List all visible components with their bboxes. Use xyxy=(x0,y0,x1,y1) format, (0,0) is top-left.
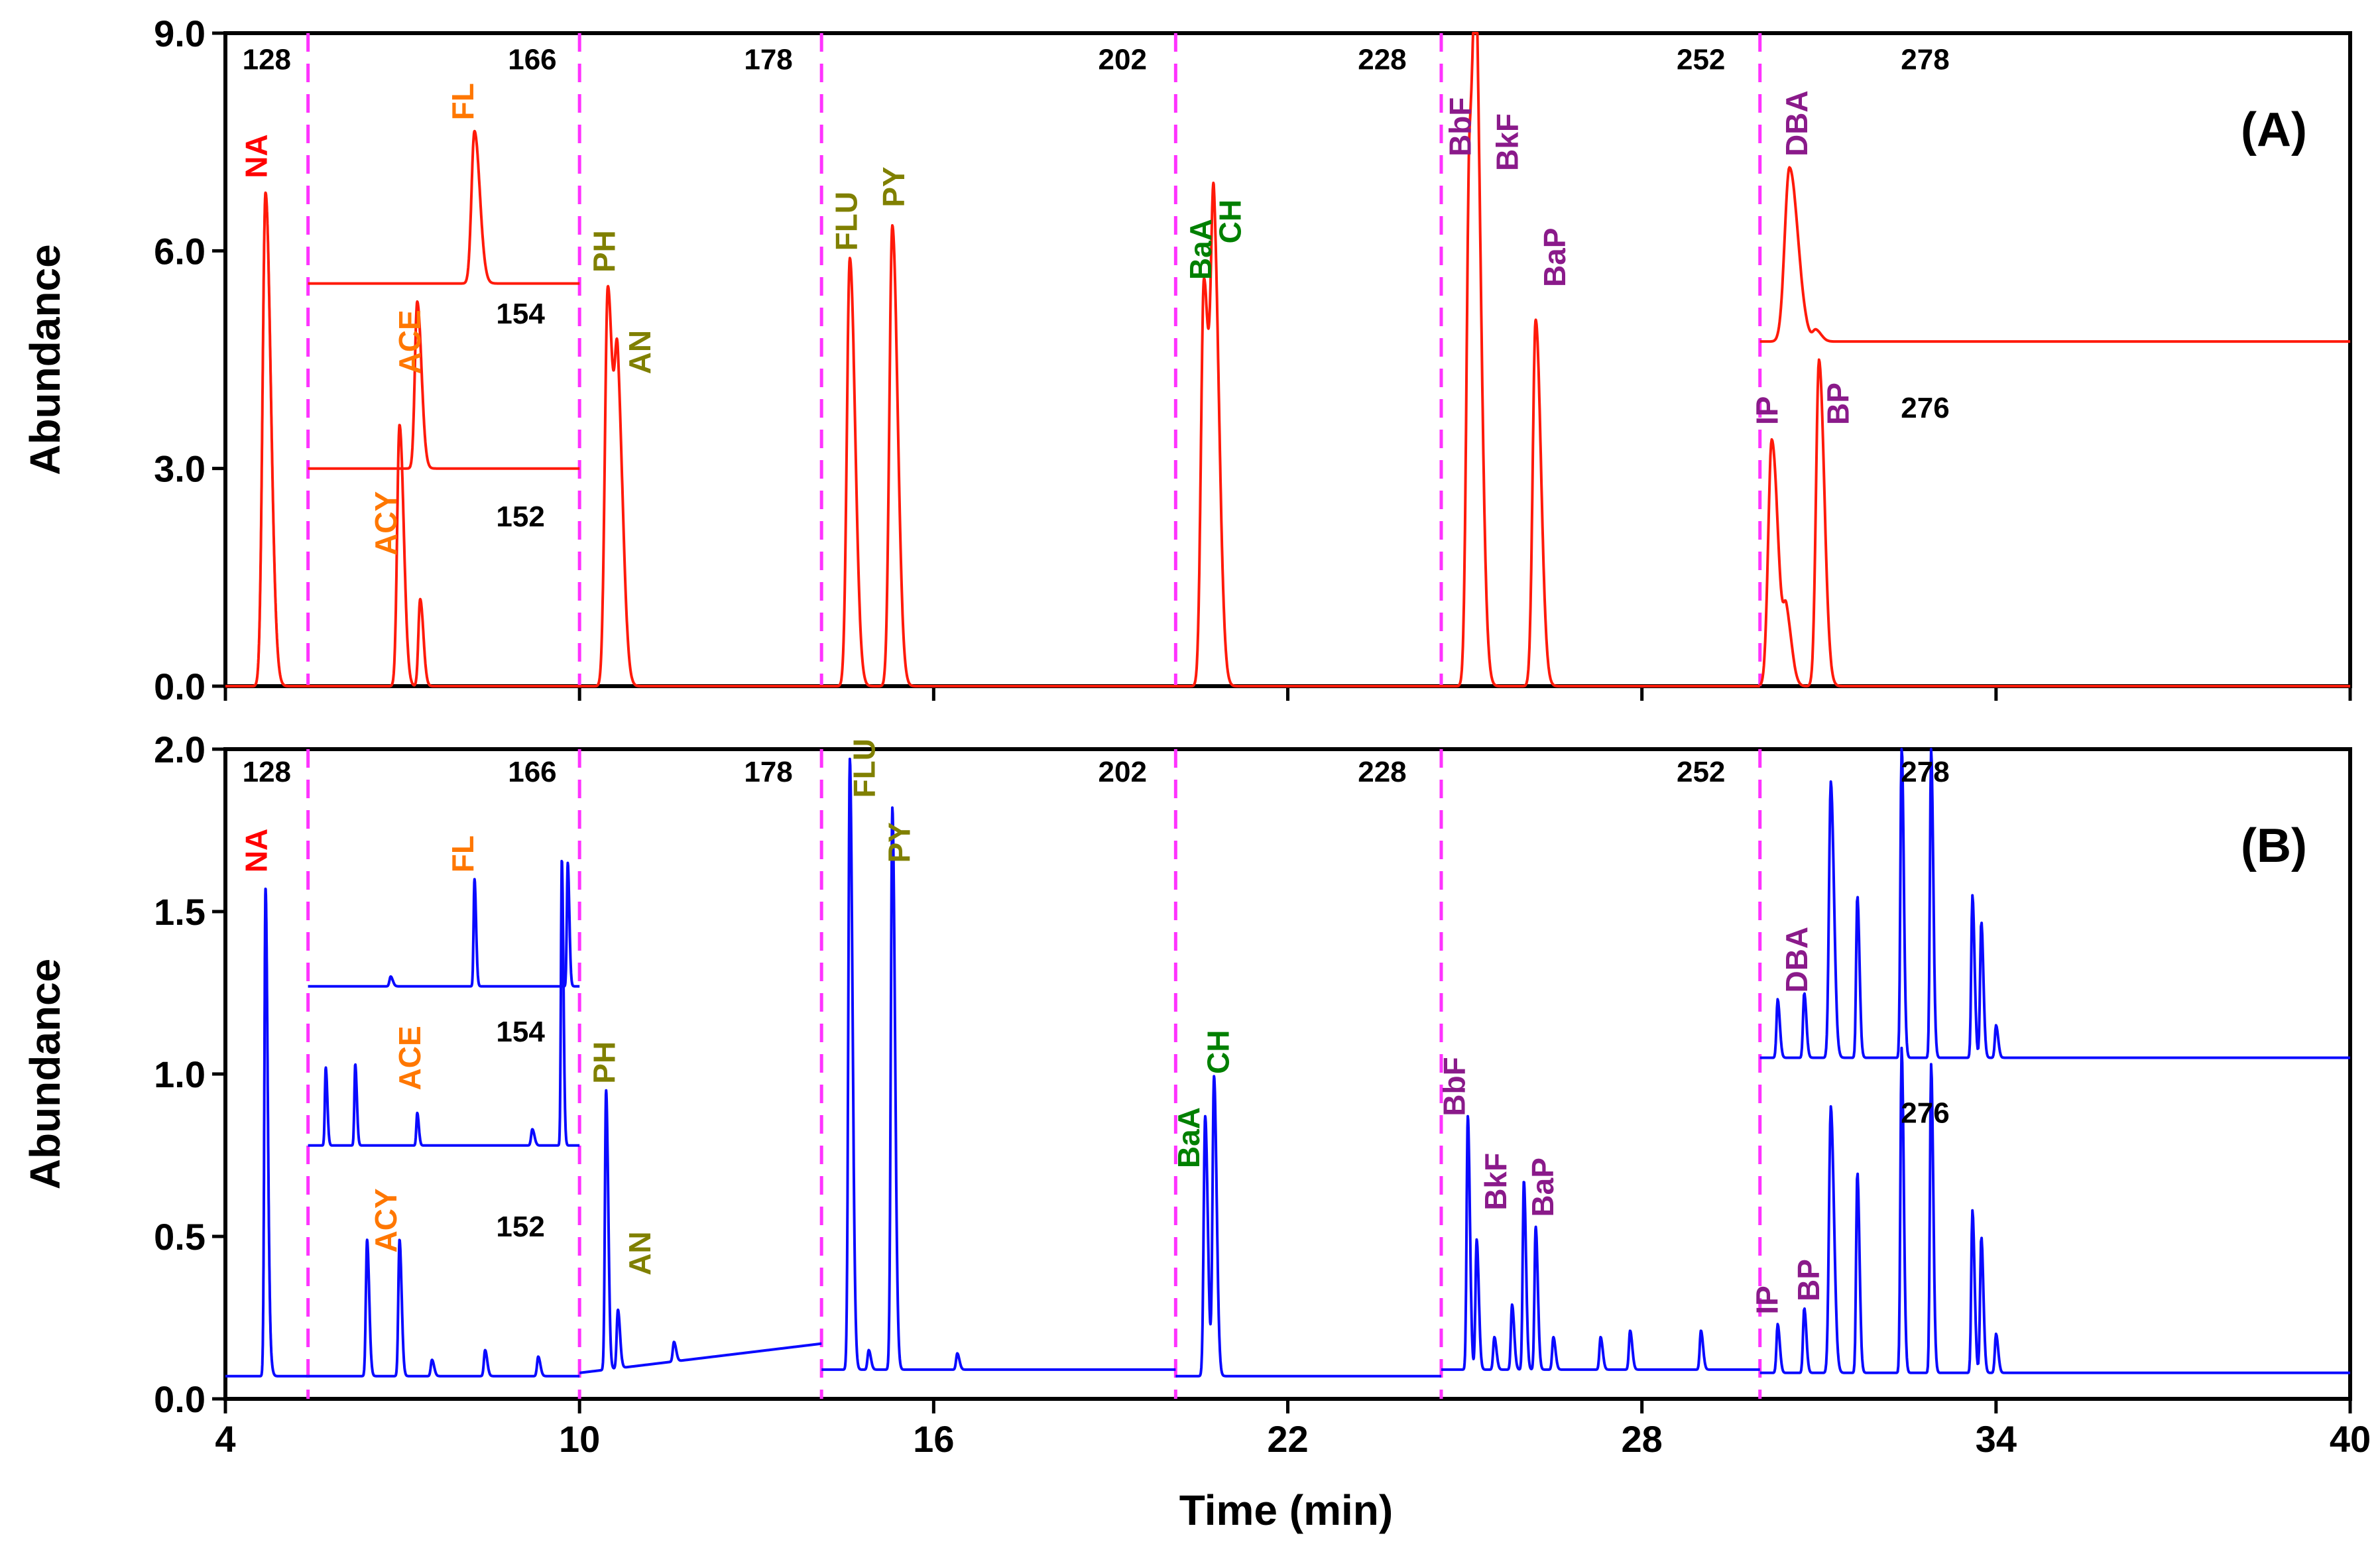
y-axis-title: Abundance xyxy=(21,244,69,475)
mass-label: 228 xyxy=(1358,44,1406,76)
trace-m-z-128 xyxy=(224,191,310,687)
peak-label: DBA xyxy=(1779,90,1814,156)
peak-label: PY xyxy=(882,822,917,863)
x-tick-label: 34 xyxy=(1976,1418,2017,1460)
peak-label: CH xyxy=(1201,1030,1235,1074)
trace-m-z-278 xyxy=(1759,748,2351,1059)
mass-label: 128 xyxy=(243,44,291,76)
mass-label: 154 xyxy=(496,1016,545,1048)
trace-m-z-154 xyxy=(307,859,581,1147)
mass-label: 202 xyxy=(1099,44,1147,76)
mass-label: 128 xyxy=(243,756,291,788)
mass-label: 252 xyxy=(1677,756,1725,788)
trace-m-z-228 xyxy=(1174,1075,1443,1378)
mass-label: 276 xyxy=(1901,392,1949,424)
mass-label: 228 xyxy=(1358,756,1406,788)
peak-label: FLU xyxy=(829,192,864,251)
panel-b: 0.0 0.5 1.0 1.5 2.0 Abundance 128 166 178 202 228 2… xyxy=(21,729,2352,1420)
mass-label: 276 xyxy=(1901,1097,1949,1130)
peak-label: AN xyxy=(623,330,657,374)
mass-label: 166 xyxy=(508,44,556,76)
mass-label: 278 xyxy=(1901,756,1949,788)
peak-label: ACY xyxy=(369,491,403,556)
y-tick-label: 0.0 xyxy=(154,1378,206,1420)
trace-m-z-228 xyxy=(1174,181,1443,687)
peak-label: ACE xyxy=(392,310,427,374)
trace-m-z-178 xyxy=(578,284,823,687)
peak-label: PH xyxy=(587,230,622,272)
trace-m-z-202 xyxy=(820,224,1177,687)
trace-m-z-252 xyxy=(1440,32,1761,687)
mass-label: 152 xyxy=(496,1211,544,1243)
peak-label: BaP xyxy=(1525,1158,1560,1217)
peak-label: BaA xyxy=(1183,219,1218,280)
trace-m-z-278 xyxy=(1759,166,2351,343)
peak-label: BbF xyxy=(1437,1057,1472,1116)
plot-frame xyxy=(223,31,2352,688)
peak-label: DBA xyxy=(1779,927,1814,993)
trace-m-z-154 xyxy=(307,300,581,470)
peak-label: PY xyxy=(876,166,911,207)
trace-m-z-202 xyxy=(820,757,1177,1371)
x-tick-label: 22 xyxy=(1267,1418,1308,1460)
peak-label: NA xyxy=(239,134,273,178)
trace-m-z-166 xyxy=(307,861,581,988)
y-tick-label: 0.0 xyxy=(154,666,206,707)
y-tick-label: 1.0 xyxy=(154,1053,206,1095)
peak-label: ACY xyxy=(369,1188,403,1252)
panel-a: 0.0 3.0 6.0 9.0 Abundance 128 166 178 202 228 252 2… xyxy=(21,13,2352,707)
trace-m-z-276 xyxy=(1759,1046,2351,1374)
trace-m-z-276 xyxy=(1759,358,2351,687)
mass-label: 178 xyxy=(744,756,792,788)
peak-label: BP xyxy=(1820,383,1855,425)
peak-label: AN xyxy=(623,1231,657,1275)
peak-label: BbF xyxy=(1443,97,1477,156)
y-tick-label: 3.0 xyxy=(154,448,206,490)
x-tick-label: 28 xyxy=(1622,1418,1663,1460)
plot-frame xyxy=(223,747,2352,1401)
peak-label: FL xyxy=(446,835,480,872)
y-tick-label: 6.0 xyxy=(154,230,206,272)
x-tick-label: 4 xyxy=(215,1418,235,1460)
peak-label: IP xyxy=(1750,396,1784,425)
peak-label: BaP xyxy=(1537,228,1572,287)
mass-label: 154 xyxy=(496,298,545,330)
trace-m-z-152 xyxy=(307,1238,581,1378)
y-tick-label: 9.0 xyxy=(154,13,206,54)
peak-label: PH xyxy=(587,1042,622,1084)
trace-m-z-252 xyxy=(1440,1114,1761,1371)
peak-label: FL xyxy=(446,83,480,120)
mass-label: 202 xyxy=(1099,756,1147,788)
mass-label: 166 xyxy=(508,756,556,788)
x-axis: 4 10 16 22 28 34 40 xyxy=(215,1418,2371,1460)
panel-label: (B) xyxy=(2241,819,2307,872)
trace-m-z-128 xyxy=(224,887,310,1378)
peak-label: ACE xyxy=(392,1026,427,1090)
x-tick-label: 16 xyxy=(913,1418,954,1460)
mass-label: 278 xyxy=(1901,44,1949,76)
trace-m-z-152 xyxy=(307,424,581,687)
peak-label: BaA xyxy=(1171,1107,1206,1168)
trace-m-z-178 xyxy=(578,1089,823,1374)
y-tick-label: 1.5 xyxy=(154,891,206,933)
peak-label: BkF xyxy=(1490,113,1525,171)
mass-label: 178 xyxy=(744,44,792,76)
panel-label: (A) xyxy=(2241,103,2307,156)
y-tick-label: 2.0 xyxy=(154,729,206,770)
peak-label: IP xyxy=(1750,1285,1784,1314)
peak-label: CH xyxy=(1213,200,1247,243)
x-axis-title: Time (min) xyxy=(1179,1486,1393,1534)
y-tick-label: 0.5 xyxy=(154,1216,206,1258)
y-axis-title: Abundance xyxy=(21,959,69,1189)
peak-label: BkF xyxy=(1478,1153,1513,1211)
peak-label: NA xyxy=(239,829,273,872)
mass-label: 252 xyxy=(1677,44,1725,76)
x-tick-label: 10 xyxy=(559,1418,600,1460)
peak-label: BP xyxy=(1791,1259,1826,1301)
x-tick-label: 40 xyxy=(2330,1418,2371,1460)
mass-label: 152 xyxy=(496,501,544,533)
peak-label: FLU xyxy=(847,739,881,798)
trace-m-z-166 xyxy=(307,129,581,285)
